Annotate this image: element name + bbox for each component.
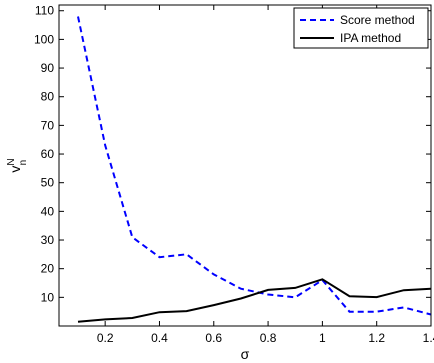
ticks-layer: 0.2 0.4 0.6 0.8 1 1.2 1.4 10 20 30 40 50 60 70 80 90 100… [34, 4, 434, 345]
y-tick-label: 90 [41, 61, 55, 75]
y-tick-label: 40 [41, 204, 55, 218]
x-tick-label: 0.4 [151, 331, 168, 345]
y-tick-label: 60 [41, 147, 55, 161]
y-axis-label-main: v [7, 166, 23, 173]
series-line-score-method [77, 16, 431, 316]
series-layer [77, 16, 431, 323]
legend-entry-score-method: Score method [340, 13, 415, 27]
x-tick-label: 0.6 [205, 331, 222, 345]
y-tick-label: 70 [41, 118, 55, 132]
legend-entry-ipa-method: IPA method [340, 31, 401, 45]
y-axis-label-subscript: n [18, 160, 29, 166]
x-tick-label: 1.2 [368, 331, 385, 345]
y-tick-label: 50 [41, 176, 55, 190]
x-tick-label: 0.8 [260, 331, 277, 345]
series-line-ipa-method [77, 278, 431, 323]
y-tick-label: 20 [41, 262, 55, 276]
plot-frame [58, 4, 432, 327]
x-tick-label: 1 [319, 331, 326, 345]
y-tick-label: 110 [35, 4, 54, 18]
y-tick-label: 100 [34, 32, 54, 46]
legend-box [293, 7, 429, 49]
x-tick-label: 0.2 [97, 331, 114, 345]
x-axis-label: σ [241, 346, 250, 362]
y-tick-label: 10 [41, 290, 55, 304]
y-axis-label-superscript: N [6, 158, 17, 165]
y-axis-label: vNn [6, 158, 29, 172]
y-tick-label: 30 [41, 233, 55, 247]
y-tick-label: 80 [41, 90, 55, 104]
x-tick-label: 1.4 [423, 331, 434, 345]
legend: Score method IPA method [293, 7, 429, 49]
